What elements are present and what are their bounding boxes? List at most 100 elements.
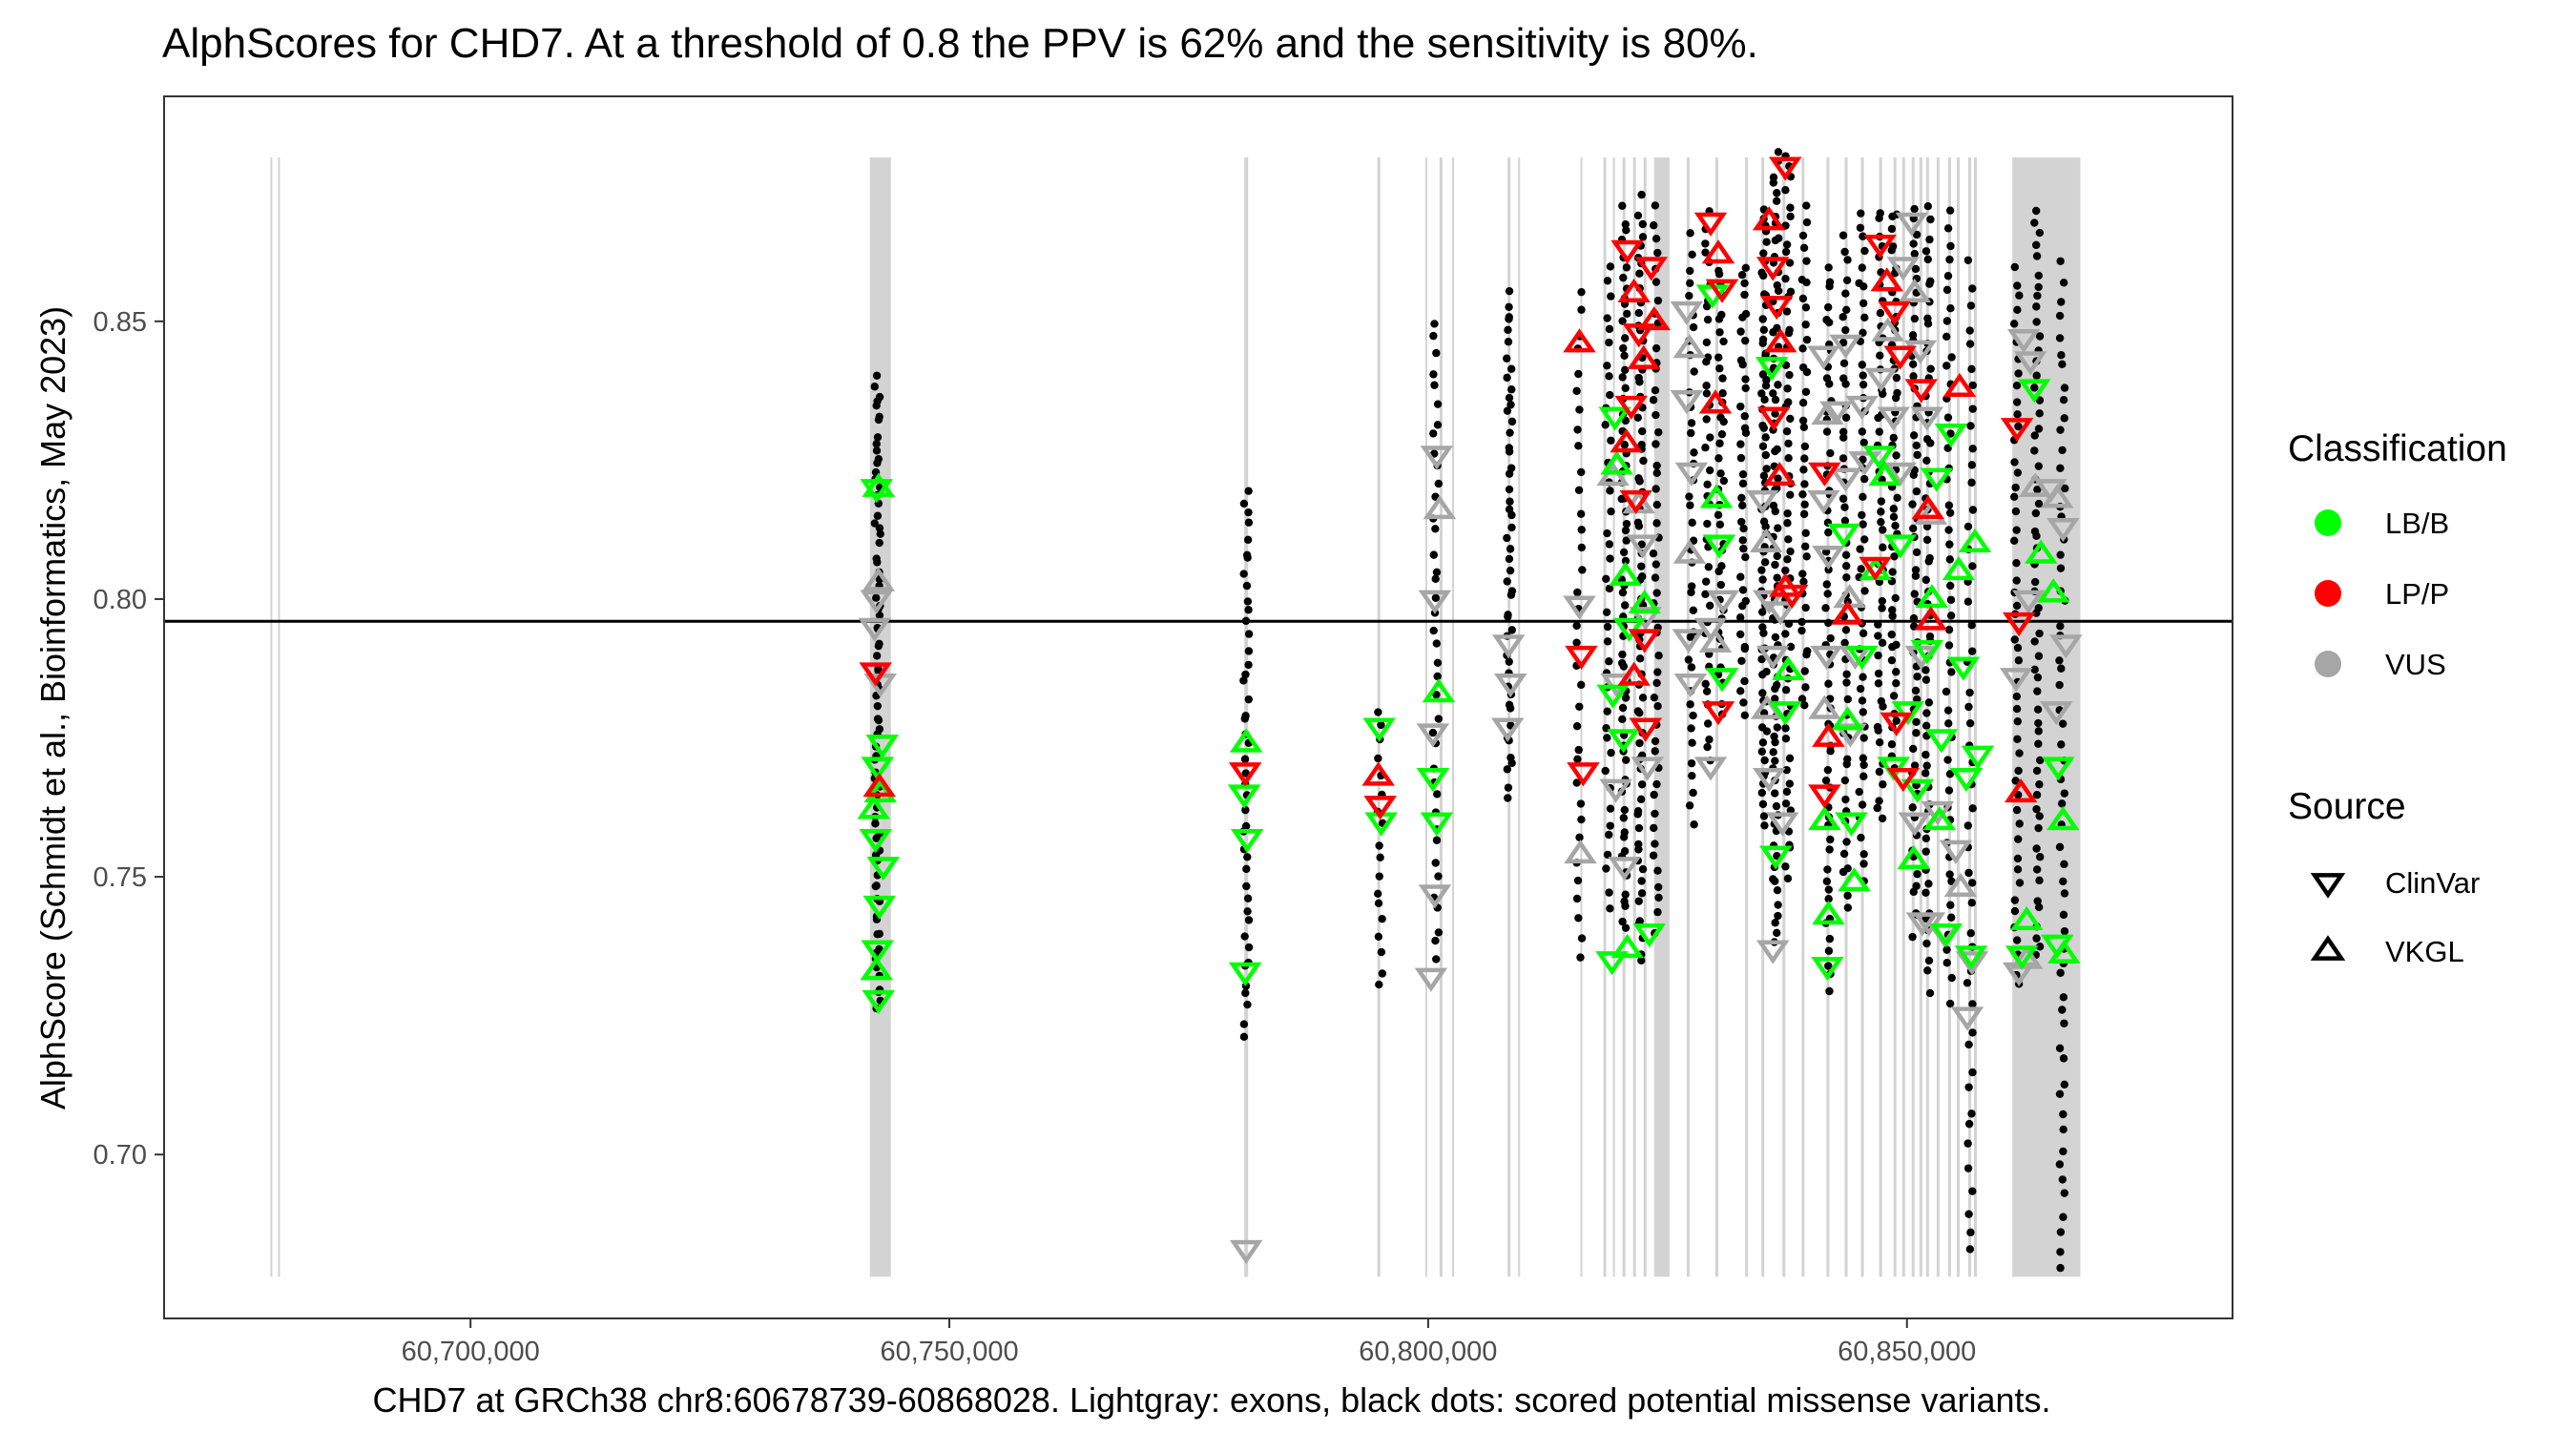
scored-variant-dot xyxy=(1375,841,1383,850)
variant-marker-lp-p-clinvar xyxy=(1756,406,1791,431)
scored-variant-dot xyxy=(1651,840,1659,848)
scored-variant-dot xyxy=(1577,305,1586,314)
scored-variant-dot xyxy=(1772,801,1781,811)
scored-variant-dot xyxy=(2035,228,2045,238)
scored-variant-dot xyxy=(1800,500,1809,508)
scored-variant-dot xyxy=(1945,770,1955,778)
scored-variant-dot xyxy=(1686,266,1694,276)
scored-variant-dot xyxy=(1762,238,1771,246)
scored-variant-dot xyxy=(1859,708,1868,716)
scored-variant-dot xyxy=(1781,724,1790,733)
scored-variant-dot xyxy=(1964,868,1973,878)
scored-variant-dot xyxy=(2032,865,2042,874)
scored-variant-dot xyxy=(1715,520,1725,529)
variant-marker-lp-p-vkgl xyxy=(1762,462,1797,487)
scored-variant-dot xyxy=(1737,493,1746,503)
variant-marker-vus-clinvar xyxy=(1807,345,1840,370)
scored-variant-dot xyxy=(1687,428,1695,438)
variant-marker-lp-p-vkgl xyxy=(1870,267,1903,292)
scored-variant-dot xyxy=(1702,338,1712,347)
exon-stripe xyxy=(1643,157,1647,1277)
scored-variant-dot xyxy=(1757,389,1766,398)
scored-variant-dot xyxy=(1652,234,1661,243)
scored-variant-dot xyxy=(1910,204,1919,214)
scored-variant-dot xyxy=(1378,915,1386,923)
scored-variant-dot xyxy=(1374,932,1383,942)
scored-variant-dot xyxy=(1773,928,1781,938)
variant-marker-lp-p-clinvar xyxy=(1883,345,1917,370)
scored-variant-dot xyxy=(1638,233,1648,241)
variant-marker-lb-b-clinvar xyxy=(1230,829,1264,854)
scored-variant-dot xyxy=(1839,313,1847,321)
scored-variant-dot xyxy=(1786,547,1795,556)
scored-variant-dot xyxy=(1842,838,1851,846)
scored-variant-dot xyxy=(1858,263,1867,272)
scored-variant-dot xyxy=(1574,914,1583,923)
scored-variant-dot xyxy=(1506,566,1515,575)
scored-variant-dot xyxy=(1912,441,1921,450)
scored-variant-dot xyxy=(1781,799,1791,808)
scored-variant-dot xyxy=(1825,845,1834,854)
scored-variant-dot xyxy=(1947,973,1956,983)
scored-variant-dot xyxy=(875,639,883,649)
scored-variant-dot xyxy=(1965,1245,1975,1254)
scored-variant-dot xyxy=(1652,560,1660,569)
variant-marker-vus-clinvar xyxy=(1895,212,1929,237)
scored-variant-dot xyxy=(1839,454,1848,463)
scored-variant-dot xyxy=(1860,587,1869,595)
exon-stripe xyxy=(1451,157,1454,1277)
variant-marker-lb-b-vkgl xyxy=(2024,539,2058,564)
scored-variant-dot xyxy=(1784,453,1793,463)
variant-marker-lb-b-clinvar xyxy=(1416,767,1450,793)
scored-variant-dot xyxy=(1910,314,1920,323)
scored-variant-dot xyxy=(2035,332,2045,341)
scored-variant-dot xyxy=(1601,421,1610,429)
variant-marker-lb-b-vkgl xyxy=(1229,728,1263,753)
scored-variant-dot xyxy=(1603,707,1611,716)
scored-variant-dot xyxy=(1760,395,1769,404)
scored-variant-dot xyxy=(1913,450,1922,460)
scored-variant-dot xyxy=(1687,724,1695,733)
scored-variant-dot xyxy=(1577,815,1586,824)
scored-variant-dot xyxy=(1243,853,1252,861)
scored-variant-dot xyxy=(1859,232,1867,240)
scored-variant-dot xyxy=(1505,393,1514,403)
scored-variant-dot xyxy=(2013,305,2022,315)
scored-variant-dot xyxy=(1877,497,1886,506)
scored-variant-dot xyxy=(1602,864,1610,873)
variant-marker-vus-clinvar xyxy=(1883,462,1917,487)
scored-variant-dot xyxy=(1843,903,1853,912)
variant-marker-vus-clinvar xyxy=(1829,467,1862,492)
scored-variant-dot xyxy=(1785,370,1794,380)
scored-variant-dot xyxy=(872,881,881,890)
scored-variant-dot xyxy=(2013,643,2023,653)
scored-variant-dot xyxy=(1575,405,1584,414)
scored-variant-dot xyxy=(1784,439,1793,448)
scored-variant-dot xyxy=(1968,1068,1977,1077)
scored-variant-dot xyxy=(1506,464,1516,472)
variant-marker-vus-clinvar xyxy=(2011,590,2046,614)
scored-variant-dot xyxy=(1506,753,1515,762)
scored-variant-dot xyxy=(1823,590,1832,598)
scored-variant-dot xyxy=(1797,695,1807,703)
variant-marker-lp-p-clinvar xyxy=(1886,767,1920,793)
scored-variant-dot xyxy=(1859,850,1868,859)
scored-variant-dot xyxy=(1507,587,1517,595)
scored-variant-dot xyxy=(1797,626,1806,635)
scored-variant-dot xyxy=(1603,850,1612,860)
scored-variant-dot xyxy=(1774,911,1782,921)
variant-marker-vus-clinvar xyxy=(1493,673,1527,698)
scored-variant-dot xyxy=(1945,555,1954,564)
scored-variant-dot xyxy=(1622,263,1631,272)
scored-variant-dot xyxy=(1634,840,1643,849)
scored-variant-dot xyxy=(2056,564,2066,572)
variant-marker-lb-b-vkgl xyxy=(1922,806,1957,831)
scored-variant-dot xyxy=(1923,314,1932,322)
scored-variant-dot xyxy=(1574,442,1583,450)
scored-variant-dot xyxy=(1573,755,1582,763)
scored-variant-dot xyxy=(1967,1110,1976,1118)
variant-marker-lp-p-clinvar xyxy=(2002,612,2036,637)
scored-variant-dot xyxy=(1761,450,1771,460)
scored-variant-dot xyxy=(1840,516,1850,526)
scored-variant-dot xyxy=(1923,966,1932,975)
